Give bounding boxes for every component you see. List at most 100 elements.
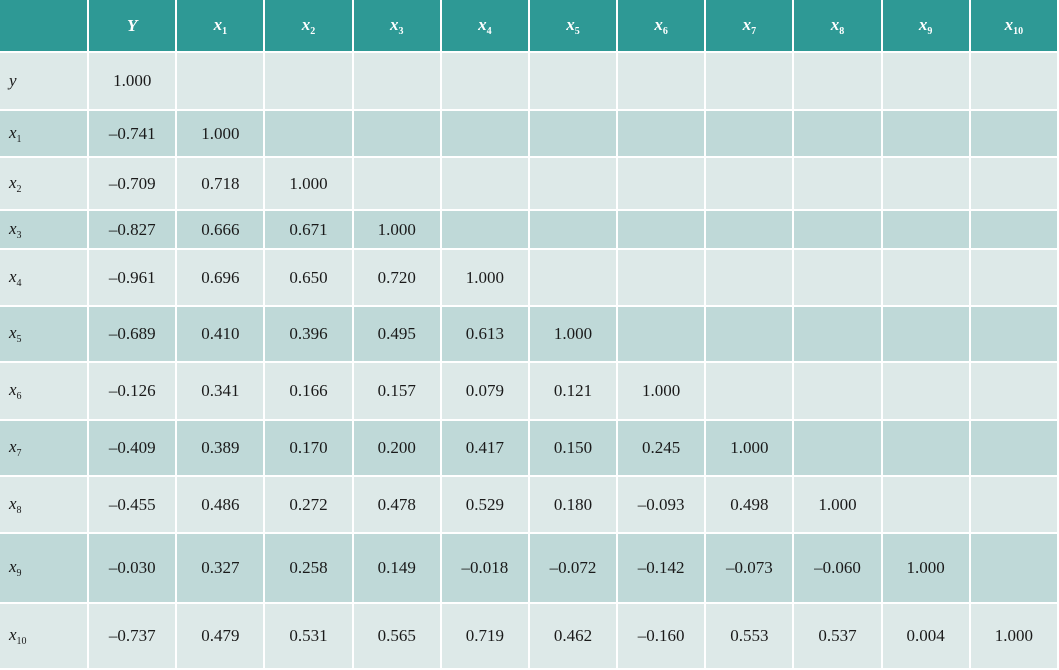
table-cell: 0.341: [177, 363, 266, 421]
row-header-6-subscript: 6: [16, 391, 22, 402]
column-header-6-subscript: 6: [662, 25, 668, 37]
column-header-9-subscript: 9: [927, 25, 933, 37]
table-cell: 0.565: [353, 604, 442, 670]
table-cell: 0.666: [177, 211, 266, 250]
row-header-0: y: [0, 53, 90, 111]
row-header-2-subscript: 2: [16, 183, 22, 195]
table-cell: 0.410: [177, 307, 266, 363]
table-cell: –0.409: [89, 421, 178, 477]
table-cell: [265, 111, 354, 158]
column-header-10-subscript: 10: [1013, 25, 1024, 37]
header-corner-cell: [0, 0, 90, 53]
table-cell: [706, 53, 795, 111]
table-cell: [970, 421, 1059, 477]
table-cell: [794, 211, 883, 250]
table-cell: 0.495: [353, 307, 442, 363]
table-cell: 1.000: [794, 477, 883, 534]
column-header-10-symbol: x: [1004, 14, 1014, 34]
table-cell: 0.719: [441, 604, 530, 670]
table-cell: 0.327: [177, 534, 266, 604]
table-row: x1 –0.741 1.000: [0, 111, 1059, 158]
table-cell: –0.709: [89, 158, 178, 211]
table-cell: 0.157: [353, 363, 442, 421]
table-cell: 1.000: [89, 53, 178, 111]
table-row: x4 –0.961 0.696 0.650 0.720 1.000: [0, 250, 1059, 307]
table-cell: [794, 53, 883, 111]
column-header-10: x10: [970, 0, 1059, 53]
table-cell: 0.166: [265, 363, 354, 421]
row-header-6: x6: [0, 363, 90, 421]
row-header-2-symbol: x: [9, 172, 17, 192]
table-cell: [794, 158, 883, 211]
table-cell: [970, 307, 1059, 363]
column-header-1-symbol: x: [213, 14, 223, 34]
table-cell: 1.000: [353, 211, 442, 250]
row-header-0-symbol: y: [9, 71, 17, 90]
table-cell: 1.000: [441, 250, 530, 307]
column-header-2: x2: [265, 0, 354, 53]
table-row: x3 –0.827 0.666 0.671 1.000: [0, 211, 1059, 250]
column-header-0-symbol: Y: [127, 15, 138, 35]
table-cell: [970, 111, 1059, 158]
table-body: y 1.000 x1 –0.741 1.000 x2 –0.709 0.718 1.000 x3–…: [0, 53, 1059, 670]
table-cell: 0.149: [353, 534, 442, 604]
table-cell: 0.079: [441, 363, 530, 421]
table-cell: [353, 158, 442, 211]
table-cell: [794, 307, 883, 363]
table-row: x10 –0.737 0.479 0.531 0.565 0.719 0.462 –0.160…: [0, 604, 1059, 670]
row-header-9-subscript: 9: [16, 568, 22, 579]
table-cell: [882, 53, 971, 111]
table-cell: [529, 158, 619, 211]
table-cell: [353, 53, 442, 111]
table-cell: 1.000: [618, 363, 707, 421]
table-cell: 0.478: [353, 477, 442, 534]
table-cell: 0.272: [265, 477, 354, 534]
row-header-4-symbol: x: [9, 266, 17, 286]
column-header-5-symbol: x: [566, 14, 575, 34]
column-header-1-subscript: 1: [222, 25, 228, 37]
column-header-6-symbol: x: [654, 14, 663, 34]
table-cell: [618, 307, 707, 363]
table-cell: 1.000: [177, 111, 266, 158]
table-cell: 0.389: [177, 421, 266, 477]
table-cell: [618, 250, 707, 307]
table-row: x5 –0.689 0.410 0.396 0.495 0.613 1.000: [0, 307, 1059, 363]
table-cell: [794, 421, 883, 477]
table-cell: –0.072: [529, 534, 619, 604]
table-cell: 0.396: [265, 307, 354, 363]
table-cell: [882, 111, 971, 158]
table-cell: 0.696: [177, 250, 266, 307]
table-cell: 0.650: [265, 250, 354, 307]
table-cell: –0.160: [618, 604, 707, 670]
table-cell: –0.737: [89, 604, 178, 670]
table-row: x6 –0.126 0.341 0.166 0.157 0.079 0.121 1.000: [0, 363, 1059, 421]
table-cell: –0.126: [89, 363, 178, 421]
table-cell: 0.180: [529, 477, 619, 534]
table-cell: –0.689: [89, 307, 178, 363]
row-header-9-symbol: x: [9, 557, 17, 576]
table-cell: [441, 158, 530, 211]
table-cell: [970, 53, 1059, 111]
column-header-6: x6: [618, 0, 707, 53]
column-header-4: x4: [441, 0, 530, 53]
table-cell: 0.245: [618, 421, 707, 477]
table-cell: [970, 158, 1059, 211]
column-header-7: x7: [706, 0, 795, 53]
table-cell: [794, 363, 883, 421]
table-cell: [618, 111, 707, 158]
column-header-8-symbol: x: [830, 14, 840, 34]
table-cell: [441, 111, 530, 158]
table-cell: [706, 363, 795, 421]
table-cell: 0.004: [882, 604, 971, 670]
table-cell: –0.073: [706, 534, 795, 604]
row-header-7: x7: [0, 421, 90, 477]
table-cell: –0.030: [89, 534, 178, 604]
table-cell: [882, 250, 971, 307]
table-cell: 0.170: [265, 421, 354, 477]
column-header-2-subscript: 2: [310, 25, 316, 37]
table-cell: [970, 363, 1059, 421]
row-header-6-symbol: x: [9, 380, 17, 399]
table-row: x8 –0.455 0.486 0.272 0.478 0.529 0.180 –0.093 0…: [0, 477, 1059, 534]
table-cell: [794, 250, 883, 307]
